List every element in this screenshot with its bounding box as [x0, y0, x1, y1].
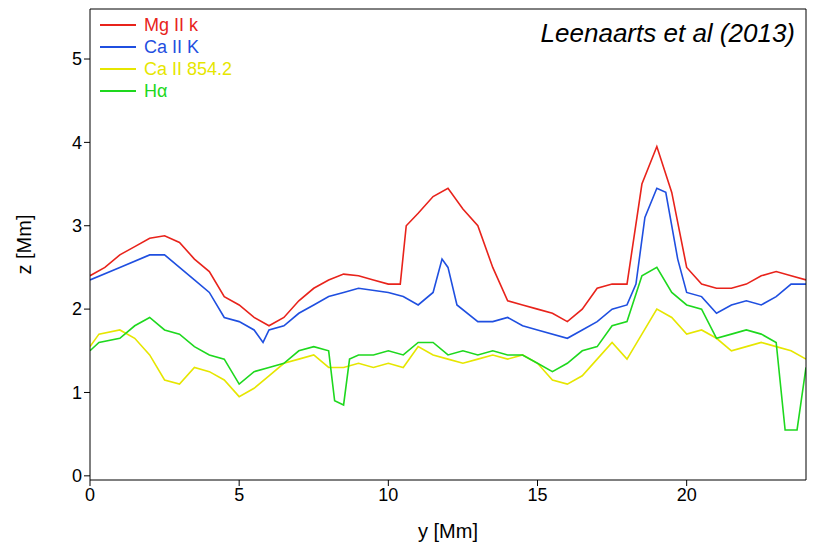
svg-text:2: 2	[72, 299, 82, 319]
svg-text:15: 15	[527, 485, 547, 505]
svg-text:1: 1	[72, 383, 82, 403]
svg-text:y [Mm]: y [Mm]	[418, 520, 478, 542]
html-text:Hα: Hα	[144, 81, 168, 101]
svg-text:20: 20	[677, 485, 697, 505]
svg-text:0: 0	[85, 485, 95, 505]
svg-text:0: 0	[72, 466, 82, 486]
svg-text:z [Mm]: z [Mm]	[13, 215, 35, 275]
svg-text:5: 5	[72, 49, 82, 69]
svg-text:3: 3	[72, 216, 82, 236]
html-text:Mg II k: Mg II k	[144, 15, 198, 35]
html-text:Leenaarts et al (2013): Leenaarts et al (2013)	[540, 18, 795, 48]
html-text:Ca II 854.2: Ca II 854.2	[144, 59, 233, 79]
svg-text:10: 10	[378, 485, 398, 505]
html-text:Ca II K: Ca II K	[144, 37, 199, 57]
svg-text:5: 5	[234, 485, 244, 505]
svg-text:4: 4	[72, 133, 82, 153]
